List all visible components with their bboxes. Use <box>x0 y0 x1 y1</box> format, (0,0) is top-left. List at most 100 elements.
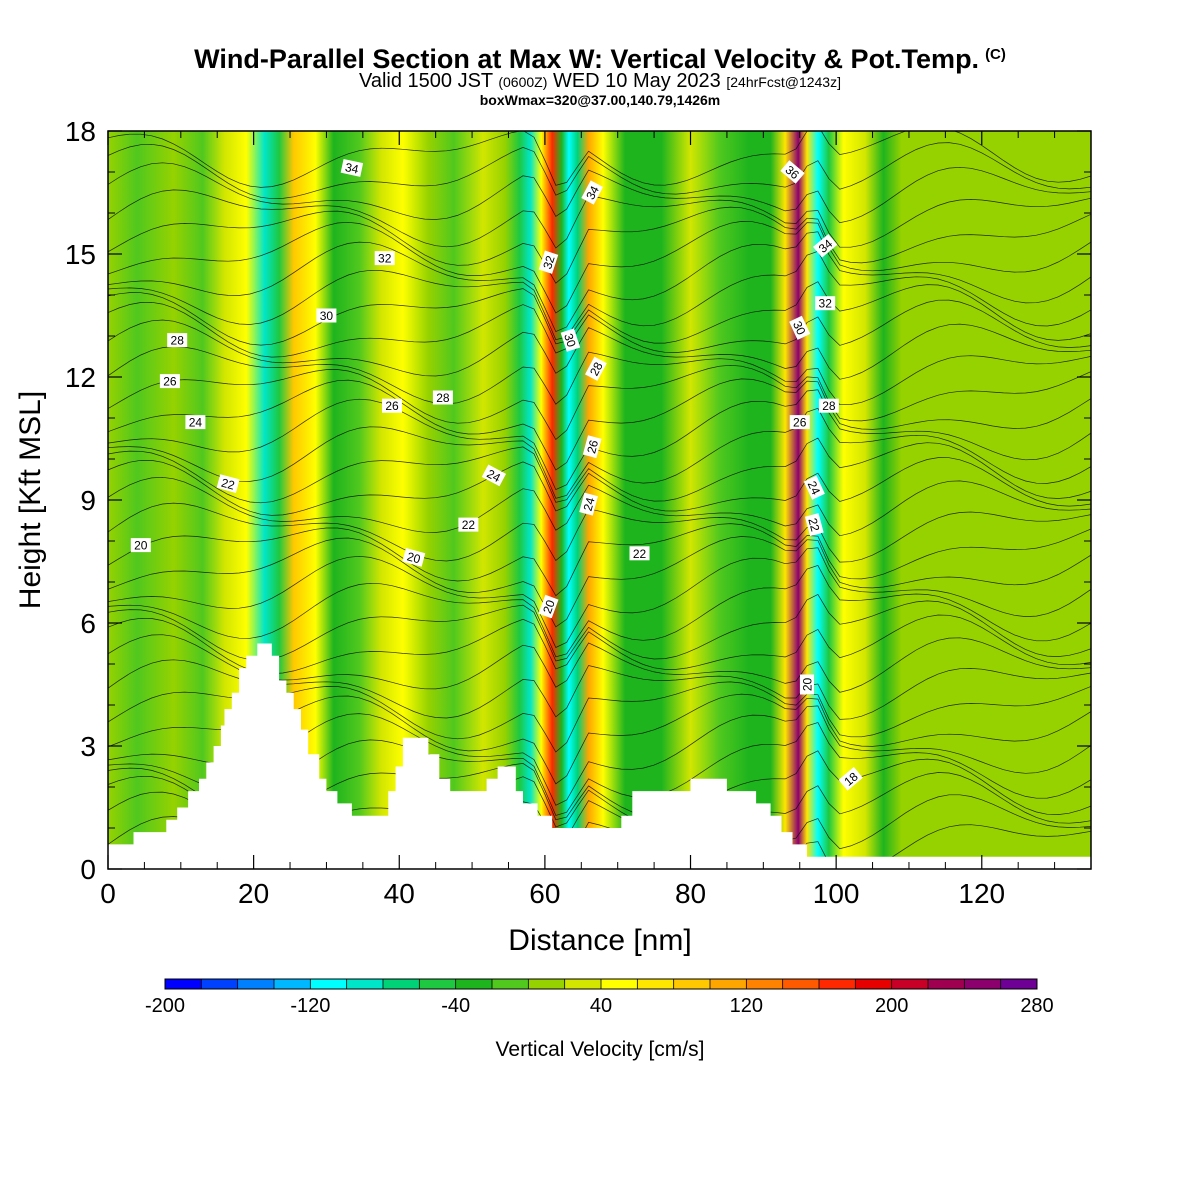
theta-label-bg <box>185 415 206 430</box>
theta-contour-line <box>108 547 1091 648</box>
colorbar-swatch <box>237 979 275 989</box>
theta-contour-line <box>108 378 1091 471</box>
theta-label-text: 26 <box>163 375 177 389</box>
theta-label-text: 22 <box>805 516 822 533</box>
colorbar-swatch <box>346 979 384 989</box>
theta-label-text: 30 <box>320 309 334 323</box>
colorbar-swatch <box>710 979 747 989</box>
theta-label-bg <box>538 594 559 619</box>
x-tick-label: 120 <box>958 878 1005 909</box>
colorbar-swatch <box>165 979 202 989</box>
theta-contour-line <box>108 142 1091 200</box>
y-tick-label: 9 <box>80 485 96 516</box>
theta-label-bg <box>560 328 581 352</box>
theta-label: 24 <box>803 475 825 500</box>
colorbar-swatch <box>746 979 784 989</box>
theta-contour-line <box>108 131 1091 188</box>
theta-label-bg <box>458 517 479 532</box>
theta-label: 30 <box>789 315 811 340</box>
colorbar-swatch <box>528 979 566 989</box>
theta-label-bg <box>374 251 395 266</box>
colorbar-swatch <box>819 979 856 989</box>
chart-subline: boxWmax=320@37.00,140.79,1426m <box>479 92 721 108</box>
theta-label-text: 28 <box>587 360 606 379</box>
theta-label: 18 <box>838 767 863 791</box>
theta-label-text: 34 <box>344 160 360 177</box>
theta-label-text: 22 <box>462 518 476 532</box>
theta-label-text: 30 <box>790 319 808 337</box>
theta-label-bg <box>804 513 824 537</box>
theta-label: 22 <box>629 546 650 561</box>
theta-label-text: 28 <box>171 334 185 348</box>
terrain-mask <box>108 643 1091 869</box>
colorbar-tick-label: -40 <box>441 995 470 1017</box>
y-axis-label: Height [Kft MSL] <box>14 391 47 609</box>
colorbar-swatch <box>383 979 420 989</box>
theta-label: 28 <box>432 390 453 405</box>
theta-label: 26 <box>582 435 602 459</box>
theta-contour-line <box>108 319 1091 380</box>
theta-label: 20 <box>130 538 151 553</box>
theta-contour-line <box>108 250 1091 341</box>
theta-label: 24 <box>579 492 598 516</box>
theta-label-bg <box>402 548 426 567</box>
y-tick-label: 6 <box>80 608 96 639</box>
theta-contour-line <box>108 206 1091 284</box>
colorbar-tick-label: 120 <box>730 995 763 1017</box>
colorbar-swatch <box>601 979 638 989</box>
theta-label-bg <box>815 296 836 311</box>
x-tick-label: 20 <box>238 878 269 909</box>
theta-label-text: 26 <box>793 416 807 430</box>
theta-label: 26 <box>382 398 402 413</box>
theta-label: 30 <box>316 308 337 323</box>
theta-label: 30 <box>560 328 581 352</box>
colorbar-swatch <box>782 979 820 989</box>
theta-label: 28 <box>585 356 607 381</box>
x-tick-label: 0 <box>100 878 116 909</box>
theta-label-bg <box>316 308 337 323</box>
theta-contours <box>108 131 1091 869</box>
theta-contour-line <box>108 564 1091 658</box>
theta-contour-line <box>108 536 1091 628</box>
theta-label-bg <box>216 474 240 493</box>
colorbar-swatch <box>310 979 348 989</box>
colorbar-tick-label: -120 <box>290 995 330 1017</box>
subtitle-forecast: [24hrFcst@1243z] <box>726 74 841 90</box>
theta-label-text: 28 <box>436 391 450 405</box>
colorbar-tick-label: 280 <box>1020 995 1053 1017</box>
colorbar-swatch <box>928 979 965 989</box>
colorbar-tick-label: 200 <box>875 995 908 1017</box>
theta-contour-line <box>108 476 1091 537</box>
theta-label-text: 20 <box>801 678 815 692</box>
theta-label-bg <box>803 475 825 500</box>
theta-label-bg <box>579 492 598 516</box>
x-tick-label: 60 <box>529 878 560 909</box>
y-tick-label: 15 <box>65 239 96 270</box>
theta-label-bg <box>432 390 453 405</box>
theta-label: 28 <box>167 333 188 348</box>
x-tick-label: 40 <box>384 878 415 909</box>
theta-label-text: 30 <box>561 332 579 349</box>
theta-label: 22 <box>804 513 824 537</box>
theta-contour-line <box>108 502 1091 563</box>
theta-label-text: 20 <box>405 549 422 566</box>
chart-title: Wind-Parallel Section at Max W: Vertical… <box>194 44 1006 74</box>
theta-label: 20 <box>800 674 815 695</box>
theta-contour-line <box>108 389 1091 491</box>
theta-label: 26 <box>159 374 180 389</box>
theta-label: 34 <box>581 180 604 205</box>
theta-contour-line <box>108 221 1091 314</box>
theta-label-text: 32 <box>378 252 392 266</box>
theta-label: 34 <box>813 234 838 258</box>
theta-label: 34 <box>340 158 364 177</box>
theta-label-bg <box>800 674 814 695</box>
theta-label: 22 <box>458 517 479 532</box>
colorbar-swatch <box>637 979 675 989</box>
theta-label-bg <box>159 374 180 389</box>
subtitle-zulu: (0600Z) <box>498 74 548 90</box>
colorbar-tick-label: -200 <box>145 995 185 1017</box>
plot-area: 34 36 34 34 32 32 32 30 30 28 30 28 26 28 26 28 24 26 26 24… <box>108 131 1091 869</box>
theta-label: 32 <box>815 296 836 311</box>
theta-label-text: 22 <box>633 547 647 561</box>
theta-label-text: 34 <box>583 183 602 202</box>
